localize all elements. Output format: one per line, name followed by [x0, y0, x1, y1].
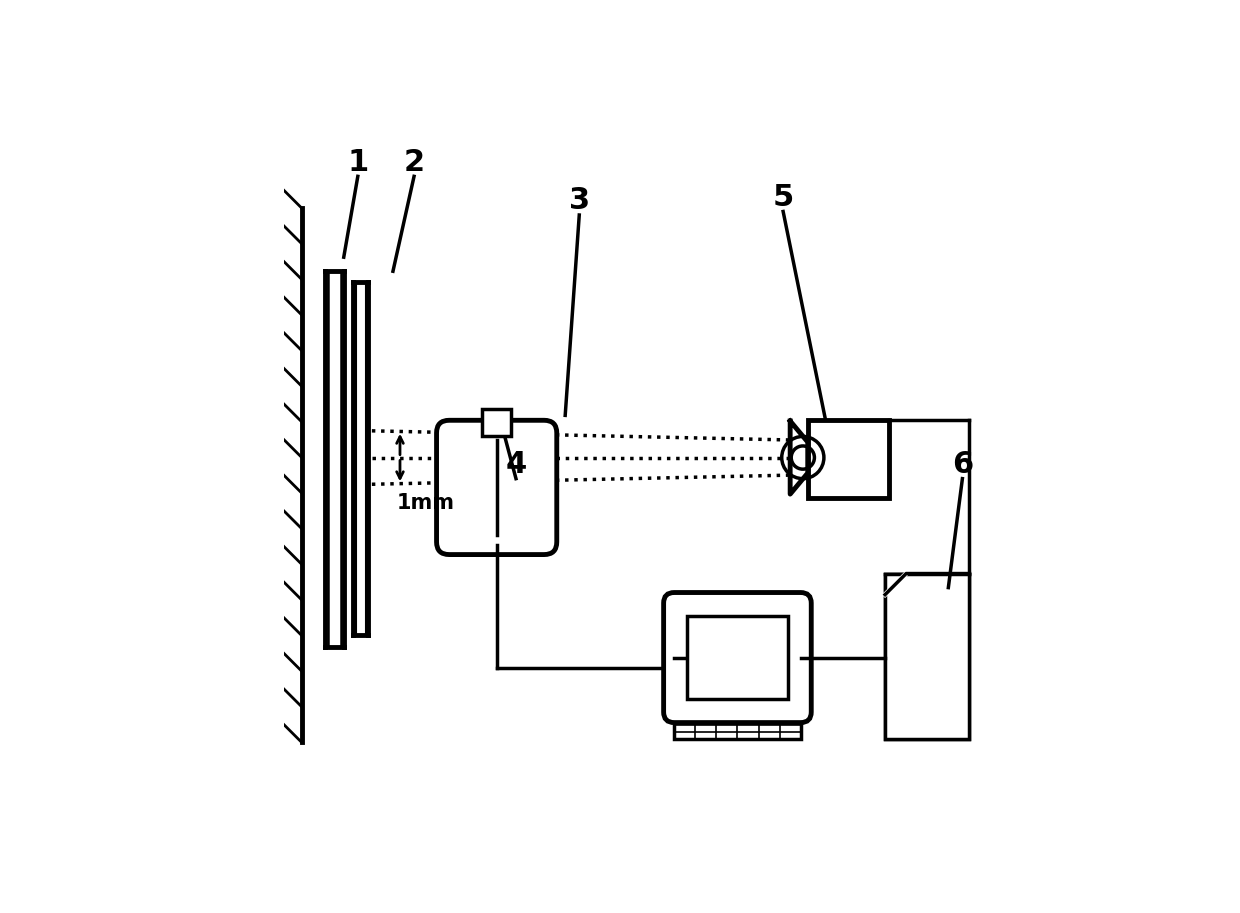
Text: 1mm: 1mm	[397, 493, 455, 513]
Text: 5: 5	[773, 183, 794, 212]
Bar	[807, 420, 889, 498]
Text: 3: 3	[569, 186, 590, 215]
Bar	[885, 573, 970, 739]
Text: 2: 2	[403, 148, 424, 177]
Text: 1: 1	[347, 148, 368, 177]
Bar	[885, 573, 970, 739]
FancyBboxPatch shape	[675, 712, 801, 739]
Text: 4: 4	[506, 450, 527, 479]
Bar	[482, 409, 511, 436]
FancyBboxPatch shape	[687, 615, 789, 699]
FancyBboxPatch shape	[663, 593, 811, 722]
Text: 6: 6	[952, 450, 973, 479]
FancyBboxPatch shape	[436, 420, 557, 554]
